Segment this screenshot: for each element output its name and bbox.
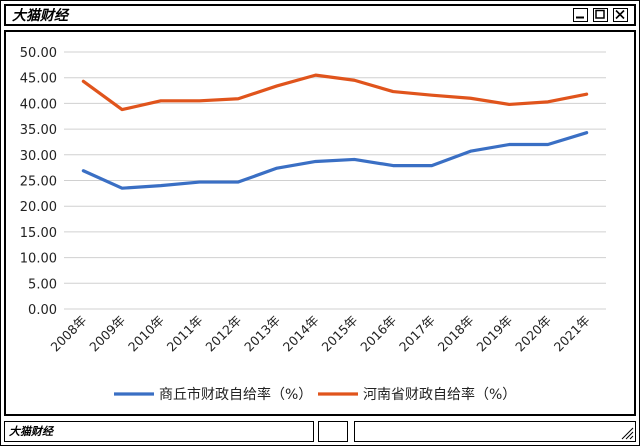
- x-tick-label: 2019年: [473, 313, 515, 355]
- close-button[interactable]: [613, 8, 628, 22]
- x-tick-label: 2015年: [319, 313, 361, 355]
- chart-panel: 0.00 5.00 10.00 15.00 20.00 25.00 30.00 35.00 40…: [4, 30, 636, 416]
- maximize-icon: [595, 9, 605, 19]
- y-tick-label: 0.00: [28, 303, 57, 318]
- y-tick-label: 10.00: [20, 252, 57, 267]
- status-title: 大猫财经: [9, 425, 53, 438]
- x-axis-ticks: 2008年2009年2010年2011年2012年2013年2014年2015年…: [48, 313, 593, 355]
- y-tick-label: 35.00: [20, 123, 57, 138]
- legend-label: 河南省财政自给率（%）: [363, 386, 516, 403]
- x-tick-label: 2012年: [202, 313, 244, 355]
- x-tick-label: 2014年: [280, 313, 322, 355]
- chart-series: [81, 73, 589, 190]
- y-tick-label: 40.00: [20, 97, 57, 112]
- line-chart: 0.00 5.00 10.00 15.00 20.00 25.00 30.00 35.00 40…: [20, 46, 606, 403]
- y-axis-ticks: 0.00 5.00 10.00 15.00 20.00 25.00 30.00 35.00 40…: [20, 46, 57, 318]
- y-tick-label: 50.00: [20, 46, 57, 61]
- series-line-2: [81, 73, 589, 112]
- status-cell-indicator: [318, 421, 348, 442]
- x-tick-label: 2018年: [435, 313, 477, 355]
- x-tick-label: 2010年: [125, 313, 167, 355]
- y-tick-label: 20.00: [20, 200, 57, 215]
- chart-legend: 商丘市财政自给率（%） 河南省财政自给率（%）: [114, 386, 516, 403]
- series-line-1: [81, 131, 589, 190]
- resize-grip-icon[interactable]: [355, 422, 634, 440]
- y-tick-label: 15.00: [20, 226, 57, 241]
- window-title: 大猫财经: [12, 8, 68, 24]
- title-bar: 大猫财经: [4, 4, 636, 26]
- status-cell-title: 大猫财经: [4, 421, 314, 442]
- x-tick-label: 2011年: [164, 313, 206, 355]
- x-tick-label: 2013年: [241, 313, 283, 355]
- maximize-button[interactable]: [593, 8, 608, 22]
- y-tick-label: 30.00: [20, 149, 57, 164]
- close-icon: [615, 9, 625, 20]
- chart-grid: [64, 51, 606, 310]
- x-tick-label: 2020年: [512, 313, 554, 355]
- y-tick-label: 45.00: [20, 72, 57, 87]
- y-tick-label: 25.00: [20, 175, 57, 190]
- minimize-icon: [576, 16, 584, 19]
- minimize-button[interactable]: [573, 8, 588, 22]
- status-cell-info: [354, 421, 636, 442]
- x-tick-label: 2008年: [48, 313, 90, 355]
- y-tick-label: 5.00: [28, 277, 57, 292]
- x-tick-label: 2017年: [396, 313, 438, 355]
- x-tick-label: 2021年: [551, 313, 593, 355]
- x-tick-label: 2016年: [357, 313, 399, 355]
- legend-label: 商丘市财政自给率（%）: [159, 386, 312, 403]
- x-tick-label: 2009年: [86, 313, 128, 355]
- status-bar: 大猫财经: [4, 421, 636, 442]
